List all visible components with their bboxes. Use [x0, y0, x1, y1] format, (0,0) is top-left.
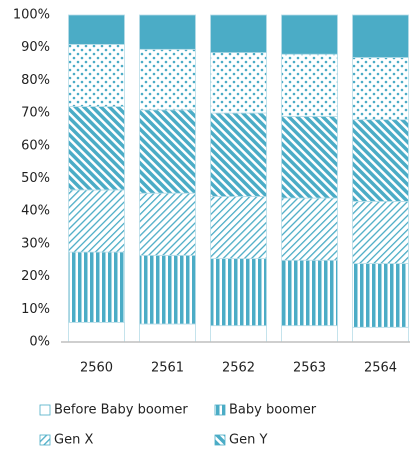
- y-tick-label: 90%: [21, 40, 50, 55]
- bar-segment: [68, 189, 125, 253]
- legend-label: Gen Y: [229, 433, 267, 448]
- bar-segment: [68, 106, 125, 191]
- bar-segment: [281, 115, 338, 199]
- bar-segment: [210, 52, 267, 114]
- bar-segment: [139, 323, 196, 343]
- legend-label: Before Baby boomer: [54, 403, 188, 418]
- bar-segment: [139, 192, 196, 256]
- x-tick-label: 2560: [80, 361, 113, 376]
- y-tick-label: 80%: [21, 73, 50, 88]
- x-tick-label: 2564: [364, 361, 397, 376]
- legend-label: Gen X: [54, 433, 93, 448]
- bar-segment: [68, 251, 125, 323]
- x-tick-label: 2563: [293, 361, 326, 376]
- bar-segment: [68, 321, 125, 343]
- bar-segment: [139, 254, 196, 325]
- bar-segment: [139, 14, 196, 50]
- bar-segment: [281, 325, 338, 343]
- bar-segment: [210, 112, 267, 197]
- bar-segment: [68, 14, 125, 45]
- y-tick-label: 100%: [13, 8, 50, 23]
- bar-segment: [139, 109, 196, 194]
- y-tick-label: 50%: [21, 171, 50, 186]
- legend-swatch: [214, 434, 226, 446]
- bar-segment: [210, 196, 267, 260]
- y-tick-label: 60%: [21, 138, 50, 153]
- bar-segment: [352, 200, 409, 264]
- bar-segment: [352, 326, 409, 343]
- y-tick-label: 20%: [21, 269, 50, 284]
- bar-segment: [210, 14, 267, 54]
- bar-segment: [210, 258, 267, 327]
- bar-segment: [352, 57, 409, 121]
- bar-segment: [281, 197, 338, 261]
- bar-segment: [139, 48, 196, 111]
- bar-segment: [281, 53, 338, 117]
- bar-segment: [352, 263, 409, 328]
- x-tick-label: 2561: [151, 361, 184, 376]
- y-tick-label: 10%: [21, 302, 50, 317]
- bar-segment: [68, 44, 125, 107]
- y-tick-label: 70%: [21, 106, 50, 121]
- legend-swatch: [214, 404, 226, 416]
- y-tick-label: 0%: [29, 335, 50, 350]
- y-tick-label: 40%: [21, 204, 50, 219]
- legend-swatch: [39, 404, 51, 416]
- y-tick-label: 30%: [21, 236, 50, 251]
- bar-segment: [352, 119, 409, 202]
- x-tick-label: 2562: [222, 361, 255, 376]
- bar-segment: [281, 259, 338, 327]
- legend-label: Baby boomer: [229, 403, 317, 418]
- legend-swatch: [39, 434, 51, 446]
- bar-segment: [352, 14, 409, 58]
- bar-segment: [281, 14, 338, 55]
- bar-segment: [210, 325, 267, 343]
